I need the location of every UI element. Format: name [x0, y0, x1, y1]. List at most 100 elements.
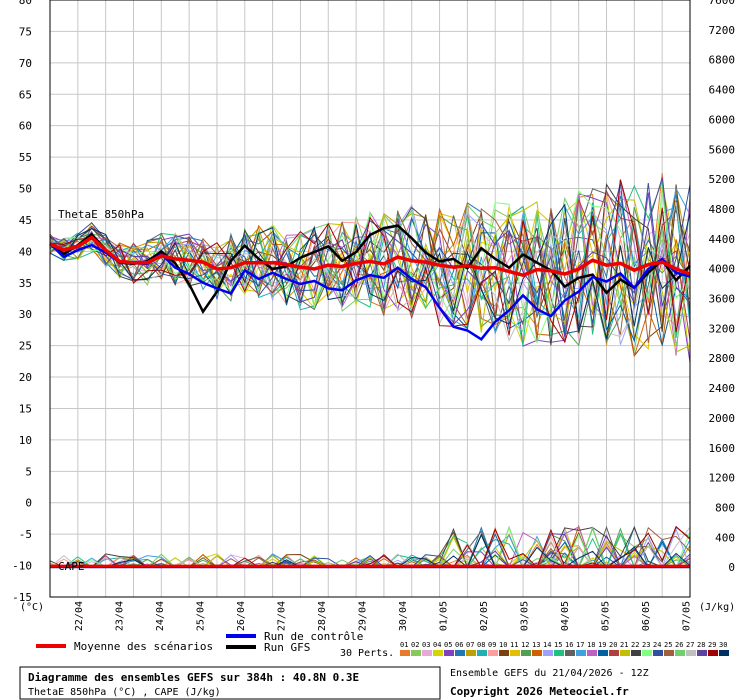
pert-swatch: [411, 650, 421, 656]
pert-swatch: [708, 650, 718, 656]
pert-number: 01: [400, 641, 408, 649]
left-tick-label: 60: [19, 120, 32, 133]
perturbation-line: [49, 181, 691, 346]
pert-swatch: [642, 650, 652, 656]
left-tick-label: 30: [19, 308, 32, 321]
cape-annotation: CAPE: [58, 560, 85, 573]
x-tick-label: 23/04: [115, 601, 126, 631]
right-tick-label: 1600: [709, 442, 736, 455]
pert-swatch: [653, 650, 663, 656]
x-tick-label: 05/05: [601, 601, 612, 631]
pert-swatch: [532, 650, 542, 656]
pert-number: 21: [620, 641, 628, 649]
left-tick-label: -15: [12, 591, 32, 604]
x-tick-label: 30/04: [398, 601, 409, 631]
pert-number: 15: [554, 641, 562, 649]
pert-number: 04: [433, 641, 441, 649]
pert-number: 17: [576, 641, 584, 649]
right-tick-label: 6000: [709, 113, 736, 126]
perturbation-swatches: 01 02 03 04 05 06 07 08 09 10 11 12 13 14 15 16 17 18 19 20…: [400, 641, 729, 656]
main-series-lines: [49, 224, 691, 569]
pert-number: 06: [455, 641, 463, 649]
perturbation-line: [49, 188, 691, 340]
right-tick-label: 6400: [709, 84, 736, 97]
right-tick-label: 2400: [709, 382, 736, 395]
right-tick-label: 7600: [709, 0, 736, 7]
plot-frame: [49, 0, 691, 598]
x-tick-label: 03/05: [520, 601, 531, 631]
x-tick-label: 04/05: [560, 601, 571, 631]
left-tick-label: 5: [25, 465, 32, 478]
x-tick-label: 02/05: [479, 601, 490, 631]
legend-perts-label: 30 Perts.: [340, 648, 394, 659]
pert-swatch: [631, 650, 641, 656]
x-tick-label: 22/04: [74, 601, 85, 631]
pert-number: 24: [653, 641, 661, 649]
pert-number: 13: [532, 641, 540, 649]
pert-number: 20: [609, 641, 617, 649]
pert-number: 19: [598, 641, 606, 649]
right-tick-label: 7200: [709, 24, 736, 37]
perturbation-line: [49, 203, 691, 339]
left-tick-label: 0: [25, 497, 32, 510]
pert-swatch: [477, 650, 487, 656]
x-tick-label: 29/04: [358, 601, 369, 631]
x-tick-label: 24/04: [155, 601, 166, 631]
left-tick-label: 25: [19, 340, 32, 353]
pert-swatch: [598, 650, 608, 656]
pert-swatch: [719, 650, 729, 656]
pert-swatch: [664, 650, 674, 656]
left-tick-label: 75: [19, 25, 32, 38]
left-tick-label: 10: [19, 434, 32, 447]
pert-number: 25: [664, 641, 672, 649]
pert-swatch: [675, 650, 685, 656]
pert-swatch: [576, 650, 586, 656]
perturbation-line: [49, 196, 691, 346]
pert-number: 05: [444, 641, 452, 649]
left-tick-label: 70: [19, 57, 32, 70]
pert-number: 22: [631, 641, 639, 649]
title-box: [19, 666, 441, 700]
left-tick-label: 55: [19, 151, 32, 164]
pert-number: 30: [719, 641, 727, 649]
x-tick-label: 27/04: [277, 601, 288, 631]
left-tick-label: 40: [19, 245, 32, 258]
pert-swatch: [444, 650, 454, 656]
pert-swatch: [455, 650, 465, 656]
left-tick-label: 45: [19, 214, 32, 227]
right-tick-label: 0: [728, 561, 735, 574]
pert-number: 02: [411, 641, 419, 649]
right-tick-label: 1200: [709, 472, 736, 485]
x-tick-label: 06/05: [641, 601, 652, 631]
pert-number: 07: [466, 641, 474, 649]
pert-number: 28: [697, 641, 705, 649]
pert-number: 11: [510, 641, 518, 649]
right-tick-label: 5600: [709, 143, 736, 156]
pert-number: 12: [521, 641, 529, 649]
right-axis-unit: (J/kg): [699, 602, 735, 613]
pert-swatch: [609, 650, 619, 656]
pert-number: 26: [675, 641, 683, 649]
right-axis-ticks: 0 400 800 1200 1600 2000 2400 2800 3200 3600 4000 4…: [709, 0, 736, 574]
series-line-mean: [49, 235, 691, 278]
right-tick-label: 6800: [709, 54, 736, 67]
ensemble-run-label: Ensemble GEFS du 21/04/2026 - 12Z: [450, 668, 649, 679]
right-tick-label: 3600: [709, 293, 736, 306]
pert-swatch: [587, 650, 597, 656]
perturbation-line: [49, 189, 691, 344]
legend-control-label: Run de contrôle: [264, 630, 363, 643]
left-tick-label: 15: [19, 402, 32, 415]
pert-number: 23: [642, 641, 650, 649]
pert-number: 29: [708, 641, 716, 649]
legend-mean-label: Moyenne des scénarios: [74, 640, 213, 653]
right-tick-label: 4000: [709, 263, 736, 276]
right-tick-label: 5200: [709, 173, 736, 186]
perturbation-line: [49, 204, 691, 345]
pert-number: 27: [686, 641, 694, 649]
pert-swatch: [488, 650, 498, 656]
x-tick-label: 28/04: [317, 601, 328, 631]
left-tick-label: 80: [19, 0, 32, 7]
right-tick-label: 3200: [709, 322, 736, 335]
